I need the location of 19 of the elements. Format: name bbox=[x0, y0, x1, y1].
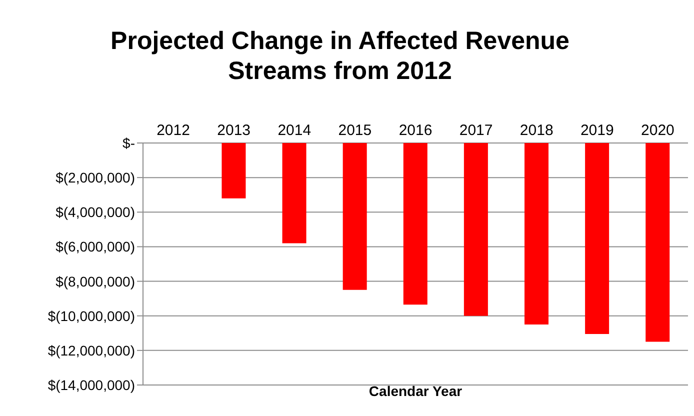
y-tick-label: $(14,000,000) bbox=[48, 376, 135, 393]
y-tick-label: $(10,000,000) bbox=[48, 308, 135, 324]
x-tick-label: 2015 bbox=[338, 122, 372, 139]
x-tick-label: 2018 bbox=[520, 122, 554, 139]
chart-title: Projected Change in Affected Revenue Streams from 2012 bbox=[110, 26, 570, 86]
x-tick-label: 2016 bbox=[398, 122, 432, 139]
x-tick-label: 2013 bbox=[217, 122, 251, 139]
x-tick-label: 2012 bbox=[156, 122, 190, 139]
y-tick-label: $(4,000,000) bbox=[56, 204, 135, 220]
x-axis-title: Calendar Year bbox=[368, 383, 464, 399]
x-tick-label: 2020 bbox=[641, 122, 674, 139]
x-tick-label: 2017 bbox=[459, 122, 493, 139]
y-tick-label: $(8,000,000) bbox=[56, 273, 135, 290]
x-tick-label: 2014 bbox=[278, 122, 312, 139]
x-tick-label: 2019 bbox=[580, 122, 614, 139]
y-tick-label: $- bbox=[122, 134, 136, 151]
y-tick-label: $(6,000,000) bbox=[56, 238, 135, 255]
y-tick-label: $(12,000,000) bbox=[48, 342, 135, 358]
y-tick-label: $(2,000,000) bbox=[56, 170, 135, 186]
